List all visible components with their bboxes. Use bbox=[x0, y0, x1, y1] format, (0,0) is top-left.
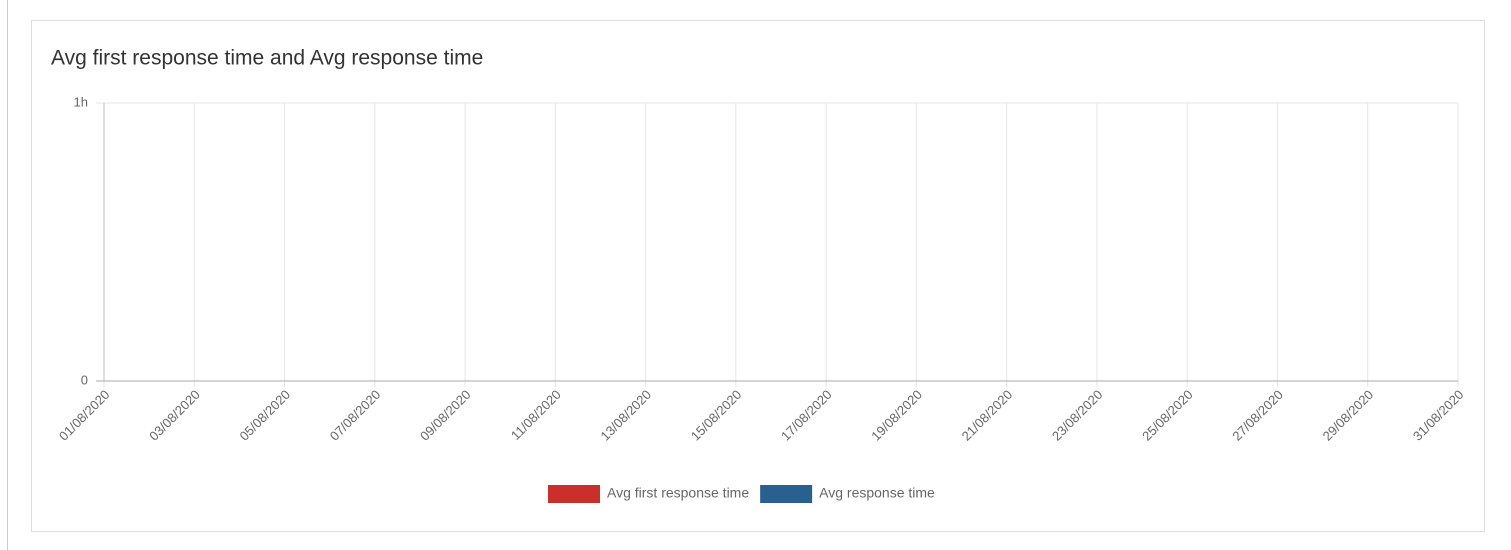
y-tick-label: 1h bbox=[74, 94, 88, 109]
legend-label: Avg first response time bbox=[607, 485, 749, 501]
x-tick-label: 13/08/2020 bbox=[598, 387, 655, 444]
x-tick-label: 05/08/2020 bbox=[236, 387, 293, 444]
x-tick-label: 27/08/2020 bbox=[1229, 387, 1286, 444]
y-tick-label: 0 bbox=[81, 372, 88, 387]
x-tick-label: 15/08/2020 bbox=[688, 387, 745, 444]
x-tick-label: 17/08/2020 bbox=[778, 387, 835, 444]
x-tick-label: 09/08/2020 bbox=[417, 387, 474, 444]
x-tick-label: 29/08/2020 bbox=[1320, 387, 1377, 444]
left-border bbox=[7, 0, 8, 550]
legend-swatch bbox=[548, 485, 600, 503]
x-tick-label: 01/08/2020 bbox=[56, 387, 113, 444]
x-tick-label: 21/08/2020 bbox=[959, 387, 1016, 444]
x-tick-label: 19/08/2020 bbox=[868, 387, 925, 444]
chart-card bbox=[31, 20, 1485, 532]
legend-swatch bbox=[760, 485, 813, 503]
x-tick-label: 03/08/2020 bbox=[146, 387, 203, 444]
x-tick-label: 07/08/2020 bbox=[327, 387, 384, 444]
x-tick-label: 25/08/2020 bbox=[1139, 387, 1196, 444]
x-tick-label: 31/08/2020 bbox=[1410, 387, 1467, 444]
x-tick-label: 11/08/2020 bbox=[508, 387, 564, 443]
legend-label: Avg response time bbox=[819, 485, 935, 501]
chart-title: Avg first response time and Avg response… bbox=[51, 47, 483, 70]
x-tick-label: 23/08/2020 bbox=[1049, 387, 1106, 444]
